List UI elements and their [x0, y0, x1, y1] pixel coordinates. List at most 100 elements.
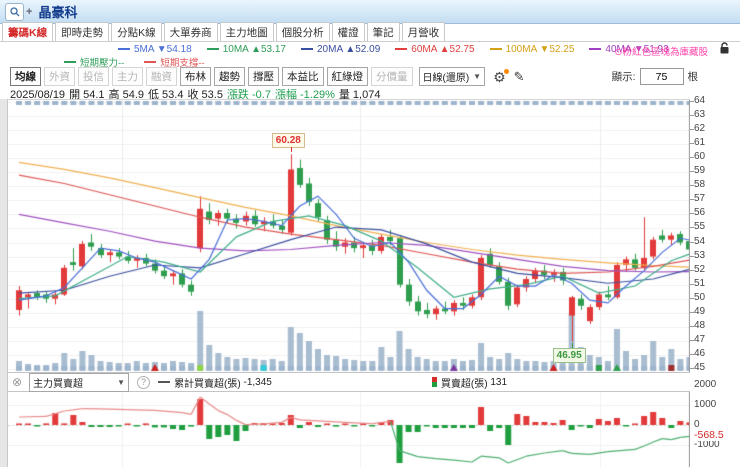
- price-tick-64: 64: [694, 95, 706, 106]
- quote-field-開: 開 54.1: [69, 89, 105, 101]
- tab-籌碼K線[interactable]: 籌碼K線: [2, 22, 54, 41]
- pencil-icon[interactable]: ✎: [513, 68, 525, 84]
- tick-mark: [690, 325, 694, 327]
- tick-mark: [690, 143, 694, 145]
- price-tick-63: 63: [694, 109, 706, 121]
- toolbar-button-融資[interactable]: 融資: [146, 67, 177, 86]
- annotation-connector: [571, 342, 573, 348]
- toolbar-button-紅綠燈[interactable]: 紅綠燈: [326, 67, 368, 86]
- ma-legend-item: 5MA ▼54.18: [118, 44, 192, 55]
- tab-主力地圖[interactable]: 主力地圖: [219, 22, 274, 41]
- indicator-dropdown[interactable]: 主力買賣超 ▼: [29, 372, 130, 392]
- price-tick-45: 45: [694, 361, 706, 373]
- netbuy-legend-label: 買賣超(張): [440, 378, 488, 390]
- price-tick-50: 50: [694, 291, 706, 303]
- quote-field-量: 量 1,074: [338, 89, 381, 101]
- tick-mark: [690, 185, 694, 187]
- price-tick-56: 56: [694, 207, 706, 219]
- price-tick-52: 52: [694, 263, 706, 275]
- period-dropdown-value: 日線(還原): [422, 73, 470, 84]
- treasury-note: ⊙粉紅色區塊為庫藏股: [615, 44, 708, 58]
- cumulative-legend-label: 累計買賣超(張): [174, 378, 241, 390]
- gear-icon[interactable]: ⚙: [493, 68, 509, 85]
- chevron-down-icon: ▼: [117, 377, 126, 387]
- tick-mark: [690, 255, 694, 257]
- quote-row: 2025/08/19 開 54.1 高 54.9 低 53.4 收 53.5 漲跌 -0.…: [0, 86, 740, 101]
- cumulative-legend: 累計買賣超(張) -1,345: [158, 375, 272, 390]
- price-tick-57: 57: [694, 193, 706, 205]
- quote-field-漲跌: 漲跌 -0.7: [226, 89, 271, 101]
- display-count-label: 顯示:: [611, 71, 636, 83]
- quote-field-漲幅: 漲幅 -1.29%: [274, 89, 335, 101]
- toolbar-button-趨勢[interactable]: 趨勢: [214, 67, 245, 86]
- tab-大單券商[interactable]: 大單券商: [163, 22, 218, 41]
- title-bar: + 晶豪科: [0, 0, 740, 24]
- toolbar-button-主力[interactable]: 主力: [112, 67, 143, 86]
- ma-legend-item: 60MA ▲52.75: [395, 44, 475, 55]
- main-candlestick-chart[interactable]: [8, 99, 690, 373]
- period-dropdown[interactable]: 日線(還原) ▼: [418, 67, 486, 86]
- trend-legend-item: 短期支撐--: [144, 55, 205, 69]
- netbuy-legend-value: 131: [490, 376, 508, 388]
- bar-swatch: [431, 377, 437, 387]
- tick-mark: [690, 213, 694, 215]
- toolbar-button-外資[interactable]: 外資: [44, 67, 75, 86]
- tab-月營收[interactable]: 月營收: [401, 22, 446, 41]
- add-stock-button[interactable]: +: [26, 5, 33, 18]
- display-count-group: 顯示: 根: [612, 68, 698, 85]
- price-tick-61: 61: [694, 137, 706, 149]
- search-icon[interactable]: [5, 2, 24, 21]
- price-tick-62: 62: [694, 123, 706, 135]
- tick-mark: [690, 367, 694, 369]
- subchart-tick-0: 0: [694, 419, 700, 430]
- toolbar-button-投信[interactable]: 投信: [78, 67, 109, 86]
- line-swatch: [158, 381, 171, 383]
- tick-mark: [690, 297, 694, 299]
- tick-mark: [690, 157, 694, 159]
- toolbar-button-撐壓[interactable]: 撐壓: [248, 67, 279, 86]
- tab-筆記[interactable]: 筆記: [366, 22, 400, 41]
- tick-mark: [690, 311, 694, 313]
- price-annotation-46.95: 46.95: [552, 347, 586, 363]
- cumulative-legend-value: -1,345: [243, 376, 272, 388]
- subchart-tick--1000: -1000: [694, 439, 720, 450]
- netbuy-legend: 買賣超(張) 131: [431, 375, 508, 390]
- tick-mark: [690, 171, 694, 173]
- tab-bar: 籌碼K線 即時走勢 分點K線 大單券商 主力地圖 個股分析 權證 筆記 月營收: [0, 22, 740, 42]
- toolbar-button-均線[interactable]: 均線: [10, 67, 41, 86]
- tab-權證[interactable]: 權證: [331, 22, 365, 41]
- price-tick-48: 48: [694, 319, 706, 331]
- info-icon: ⊙: [614, 47, 623, 58]
- toolbar-button-本益比[interactable]: 本益比: [282, 67, 324, 86]
- price-tick-49: 49: [694, 305, 706, 317]
- subchart-tick-1000: 1000: [694, 399, 717, 410]
- quote-field-收: 收 53.5: [187, 89, 223, 101]
- tick-mark: [690, 269, 694, 271]
- tab-個股分析[interactable]: 個股分析: [275, 22, 330, 41]
- price-tick-54: 54: [694, 235, 706, 247]
- close-icon[interactable]: ⊗: [12, 375, 23, 389]
- toolbar-button-分價量[interactable]: 分價量: [371, 67, 413, 86]
- tick-mark: [690, 353, 694, 355]
- treasury-note-text: 粉紅色區塊為庫藏股: [622, 47, 708, 58]
- tick-mark: [690, 129, 694, 131]
- left-panel-strip[interactable]: [0, 99, 8, 467]
- display-count-input[interactable]: [639, 68, 684, 85]
- price-annotation-60.28: 60.28: [271, 133, 305, 149]
- toolbar-button-布林[interactable]: 布林: [180, 67, 211, 86]
- tab-分點K線[interactable]: 分點K線: [111, 22, 162, 41]
- chevron-down-icon: ▼: [473, 72, 482, 81]
- tab-即時走勢[interactable]: 即時走勢: [55, 22, 110, 41]
- subchart-tick-2000: 2000: [694, 379, 717, 390]
- help-icon[interactable]: ?: [137, 375, 151, 389]
- toolbar-buttons: 均線 外資 投信 主力 融資 布林 趨勢 撐壓 本益比 紅綠燈 分價量: [10, 67, 416, 86]
- price-tick-60: 60: [694, 151, 706, 163]
- quote-field-低: 低 53.4: [148, 89, 184, 101]
- lock-icon[interactable]: [719, 42, 730, 60]
- price-tick-53: 53: [694, 249, 706, 261]
- netbuy-subchart[interactable]: [8, 392, 690, 467]
- quote-field-高: 高 54.9: [108, 89, 144, 101]
- tick-mark: [690, 101, 694, 102]
- ma-legend-item: 20MA ▲52.09: [301, 44, 380, 55]
